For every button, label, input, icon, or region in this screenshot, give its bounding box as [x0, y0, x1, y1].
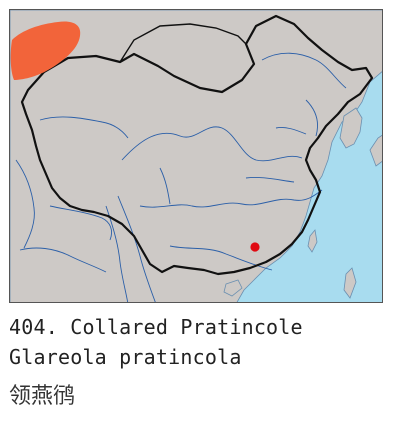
river-huai — [245, 177, 295, 183]
river-liao — [275, 127, 307, 135]
taiwan-island — [307, 229, 318, 253]
species-number-and-common-name: 404. Collared Pratincole — [9, 315, 303, 339]
species-chinese-name: 领燕鸻 — [9, 384, 76, 409]
river-tarim — [39, 116, 129, 139]
korea-peninsula — [339, 107, 363, 149]
distribution-map — [9, 9, 383, 303]
river-heilong — [261, 52, 347, 89]
rivers — [15, 52, 347, 302]
luzon-island — [343, 267, 357, 299]
japan-islands — [369, 134, 382, 167]
river-brahmaputra — [49, 205, 113, 241]
river-yangtze — [139, 189, 323, 208]
record-point — [250, 242, 260, 252]
river-ganges — [19, 247, 107, 273]
river-salween — [105, 205, 129, 302]
species-scientific-name: Glareola pratincola — [9, 345, 242, 369]
river-indus — [15, 159, 35, 249]
river-min — [159, 167, 171, 205]
national-border — [20, 14, 374, 276]
river-mekong — [117, 195, 156, 302]
mongolia-border — [119, 23, 247, 63]
breeding-range — [10, 21, 81, 80]
river-yellow — [121, 126, 303, 162]
river-pearl — [169, 245, 273, 271]
land-mass — [10, 10, 382, 302]
river-amur-tributary — [305, 99, 318, 137]
hainan-island — [223, 279, 243, 297]
